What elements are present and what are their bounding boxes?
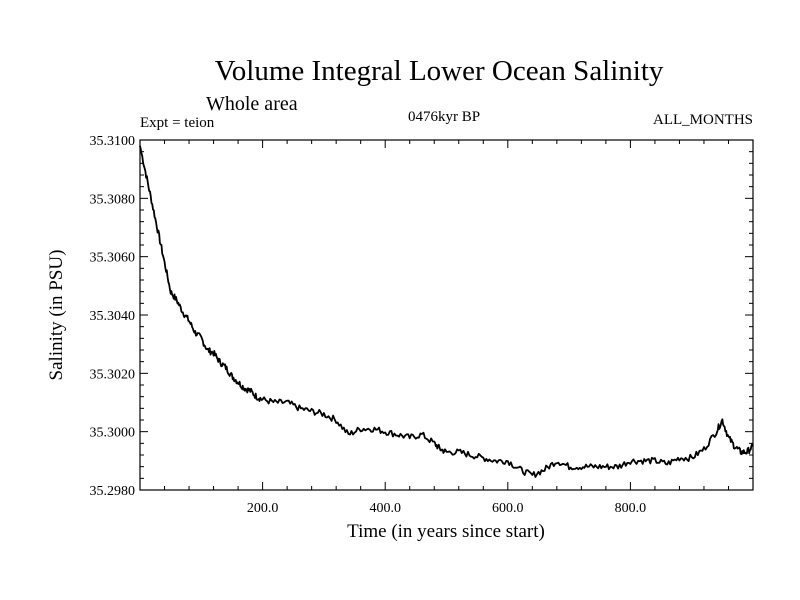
x-tick-label: 800.0 <box>615 501 647 516</box>
y-tick-label: 35.3080 <box>90 192 136 207</box>
x-tick-label: 400.0 <box>369 501 401 516</box>
x-tick-labels: 200.0 400.0 600.0 800.0 <box>247 501 646 516</box>
y-tick-labels: 35.2980 35.3000 35.3020 35.3040 35.3060 35.30… <box>90 134 136 499</box>
experiment-label: Expt = teion <box>140 115 215 131</box>
y-tick-label: 35.3060 <box>90 251 136 266</box>
x-tick-label: 600.0 <box>492 501 524 516</box>
x-axis-label: Time (in years since start) <box>347 521 545 542</box>
chart-title: Volume Integral Lower Ocean Salinity <box>215 55 664 87</box>
y-tick-label: 35.2980 <box>90 484 136 499</box>
y-tick-label: 35.3040 <box>90 309 136 324</box>
y-axis-label: Salinity (in PSU) <box>46 250 67 381</box>
months-label: ALL_MONTHS <box>653 112 753 128</box>
axis-ticks <box>140 140 753 490</box>
y-tick-label: 35.3100 <box>90 134 136 149</box>
period-label: 0476kyr BP <box>408 109 480 125</box>
plot-frame <box>139 139 754 491</box>
salinity-series-line <box>139 145 754 478</box>
y-tick-label: 35.3020 <box>90 367 136 382</box>
chart-subtitle: Whole area <box>206 93 298 115</box>
y-tick-label: 35.3000 <box>90 426 136 441</box>
x-tick-label: 200.0 <box>247 501 279 516</box>
